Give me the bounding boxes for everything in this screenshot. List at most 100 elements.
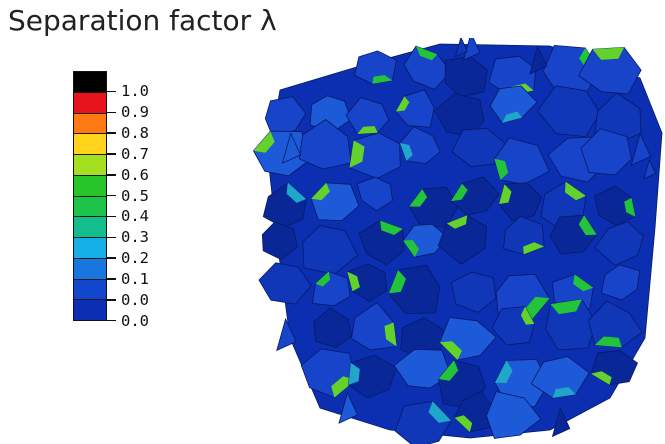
grain-boundary-highlight bbox=[438, 360, 459, 381]
grain-boundary-highlight bbox=[494, 360, 513, 383]
grain-boundary-highlight bbox=[384, 322, 397, 347]
legend-tick: 0.8 bbox=[107, 124, 201, 142]
grain-boundary-highlight bbox=[552, 387, 576, 398]
loose-fragment bbox=[338, 391, 359, 424]
grain-boundary-highlight bbox=[399, 143, 413, 161]
legend-swatch bbox=[74, 155, 106, 176]
polycrystal-render bbox=[250, 38, 665, 444]
grain-boundary-highlight bbox=[523, 242, 545, 255]
legend-swatch bbox=[74, 175, 106, 197]
legend-swatch bbox=[74, 300, 106, 320]
legend-tick: 0.9 bbox=[107, 103, 201, 121]
grain-boundary-highlight bbox=[573, 274, 594, 292]
grain-boundary-highlight bbox=[347, 271, 360, 292]
grain-boundary-highlight bbox=[454, 415, 473, 432]
grain-boundary-highlight bbox=[578, 215, 597, 235]
legend-tick-labels: 1.0 0.9 0.8 0.7 0.6 0.5 0.4 0.3 0.2 0.1 0.0 0.0 bbox=[107, 71, 201, 330]
grain-boundary-highlight bbox=[594, 336, 622, 348]
loose-fragment bbox=[462, 38, 481, 61]
grain-facet bbox=[450, 271, 497, 313]
color-legend: 1.0 0.9 0.8 0.7 0.6 0.5 0.4 0.3 0.2 0.1 0.0 0.0 bbox=[73, 71, 201, 330]
grain-boundary-highlight bbox=[494, 158, 509, 180]
grain-aggregate-image bbox=[252, 38, 663, 444]
grain-boundary-highlight bbox=[311, 182, 330, 201]
grain-facet bbox=[580, 128, 632, 176]
legend-tick-label: 0.4 bbox=[121, 207, 149, 226]
legend-tick: 0.6 bbox=[107, 166, 201, 184]
loose-fragment bbox=[551, 406, 571, 438]
grain-boundary-highlight bbox=[499, 184, 512, 204]
legend-tick-mark bbox=[107, 132, 116, 134]
legend-tick-label: 0.0 bbox=[121, 290, 149, 309]
legend-tick-label: 0.1 bbox=[121, 269, 149, 288]
grain-facet bbox=[393, 348, 452, 389]
loose-fragment bbox=[630, 132, 652, 167]
grain-boundary-highlight bbox=[446, 215, 468, 229]
legend-tick-mark bbox=[107, 319, 116, 322]
legend-tick: 0.2 bbox=[107, 249, 201, 267]
grain-boundary-highlight bbox=[403, 240, 419, 258]
legend-tick-mark bbox=[107, 111, 116, 114]
legend-swatch bbox=[74, 134, 106, 155]
legend-tick-label: 0.6 bbox=[121, 165, 149, 184]
legend-swatch bbox=[74, 113, 106, 135]
legend-tick-mark bbox=[107, 299, 116, 301]
grain-boundary-highlight bbox=[372, 75, 393, 84]
grain-boundary-highlight bbox=[348, 362, 360, 385]
legend-tick-label: 0.2 bbox=[121, 249, 149, 268]
legend-swatch bbox=[74, 217, 106, 238]
grain-facet bbox=[354, 50, 397, 85]
legend-tick-mark bbox=[107, 236, 116, 239]
grain-boundary-highlight bbox=[565, 181, 586, 201]
grain-boundary-highlight bbox=[550, 299, 582, 315]
grain-boundary-highlight bbox=[416, 46, 438, 61]
grain-boundary-highlight bbox=[349, 140, 365, 168]
legend-tick-label: 0.9 bbox=[121, 103, 149, 122]
legend-swatch bbox=[74, 92, 106, 114]
grain-boundary-highlight bbox=[428, 401, 452, 423]
grain-facet bbox=[350, 301, 398, 351]
loose-fragment bbox=[454, 38, 468, 58]
grain-facet bbox=[486, 391, 542, 439]
legend-tick-mark bbox=[107, 90, 116, 93]
grain-facet bbox=[594, 185, 636, 226]
loose-fragment bbox=[276, 317, 297, 352]
legend-tick-label: 0.7 bbox=[121, 144, 149, 163]
grain-boundary-highlight bbox=[520, 306, 535, 325]
grain-facet bbox=[356, 176, 393, 212]
legend-tick-mark bbox=[107, 194, 116, 197]
loose-fragment bbox=[281, 132, 302, 164]
grain-facet bbox=[345, 97, 390, 135]
legend-tick-mark bbox=[107, 153, 116, 155]
grain-boundary-highlight bbox=[395, 96, 410, 112]
legend-tick-mark bbox=[107, 257, 116, 259]
grain-facet bbox=[536, 85, 601, 138]
legend-tick: 0.3 bbox=[107, 228, 201, 246]
grain-facet bbox=[313, 307, 352, 348]
grain-boundary-highlight bbox=[524, 296, 550, 322]
grain-boundary-highlight bbox=[357, 126, 378, 134]
grain-facet bbox=[594, 221, 644, 266]
grain-boundary-highlight bbox=[315, 271, 331, 287]
legend-tick: 0.4 bbox=[107, 207, 201, 225]
legend-tick-label: 1.0 bbox=[121, 82, 149, 101]
grain-facet bbox=[261, 221, 298, 261]
grain-boundary-highlight bbox=[451, 183, 468, 202]
grain-facet bbox=[437, 214, 488, 265]
grain-facet bbox=[258, 262, 312, 305]
legend-colorbar bbox=[73, 71, 107, 321]
legend-tick: 0.5 bbox=[107, 187, 201, 205]
legend-tick-label: 0.3 bbox=[121, 228, 149, 247]
legend-swatch bbox=[74, 258, 106, 280]
grain-facet bbox=[600, 264, 641, 301]
grain-boundary-highlight bbox=[502, 111, 523, 123]
grain-boundary-highlight bbox=[388, 270, 406, 294]
legend-tick: 0.1 bbox=[107, 270, 201, 288]
grain-facet bbox=[578, 46, 642, 95]
loose-fragment bbox=[529, 45, 548, 75]
legend-tick-mark bbox=[107, 174, 116, 176]
grain-boundary-highlight bbox=[253, 131, 275, 153]
legend-tick-label: 0.0 bbox=[121, 311, 149, 330]
legend-tick: 0.0 bbox=[107, 312, 201, 330]
chart-title: Separation factor λ bbox=[8, 4, 277, 37]
